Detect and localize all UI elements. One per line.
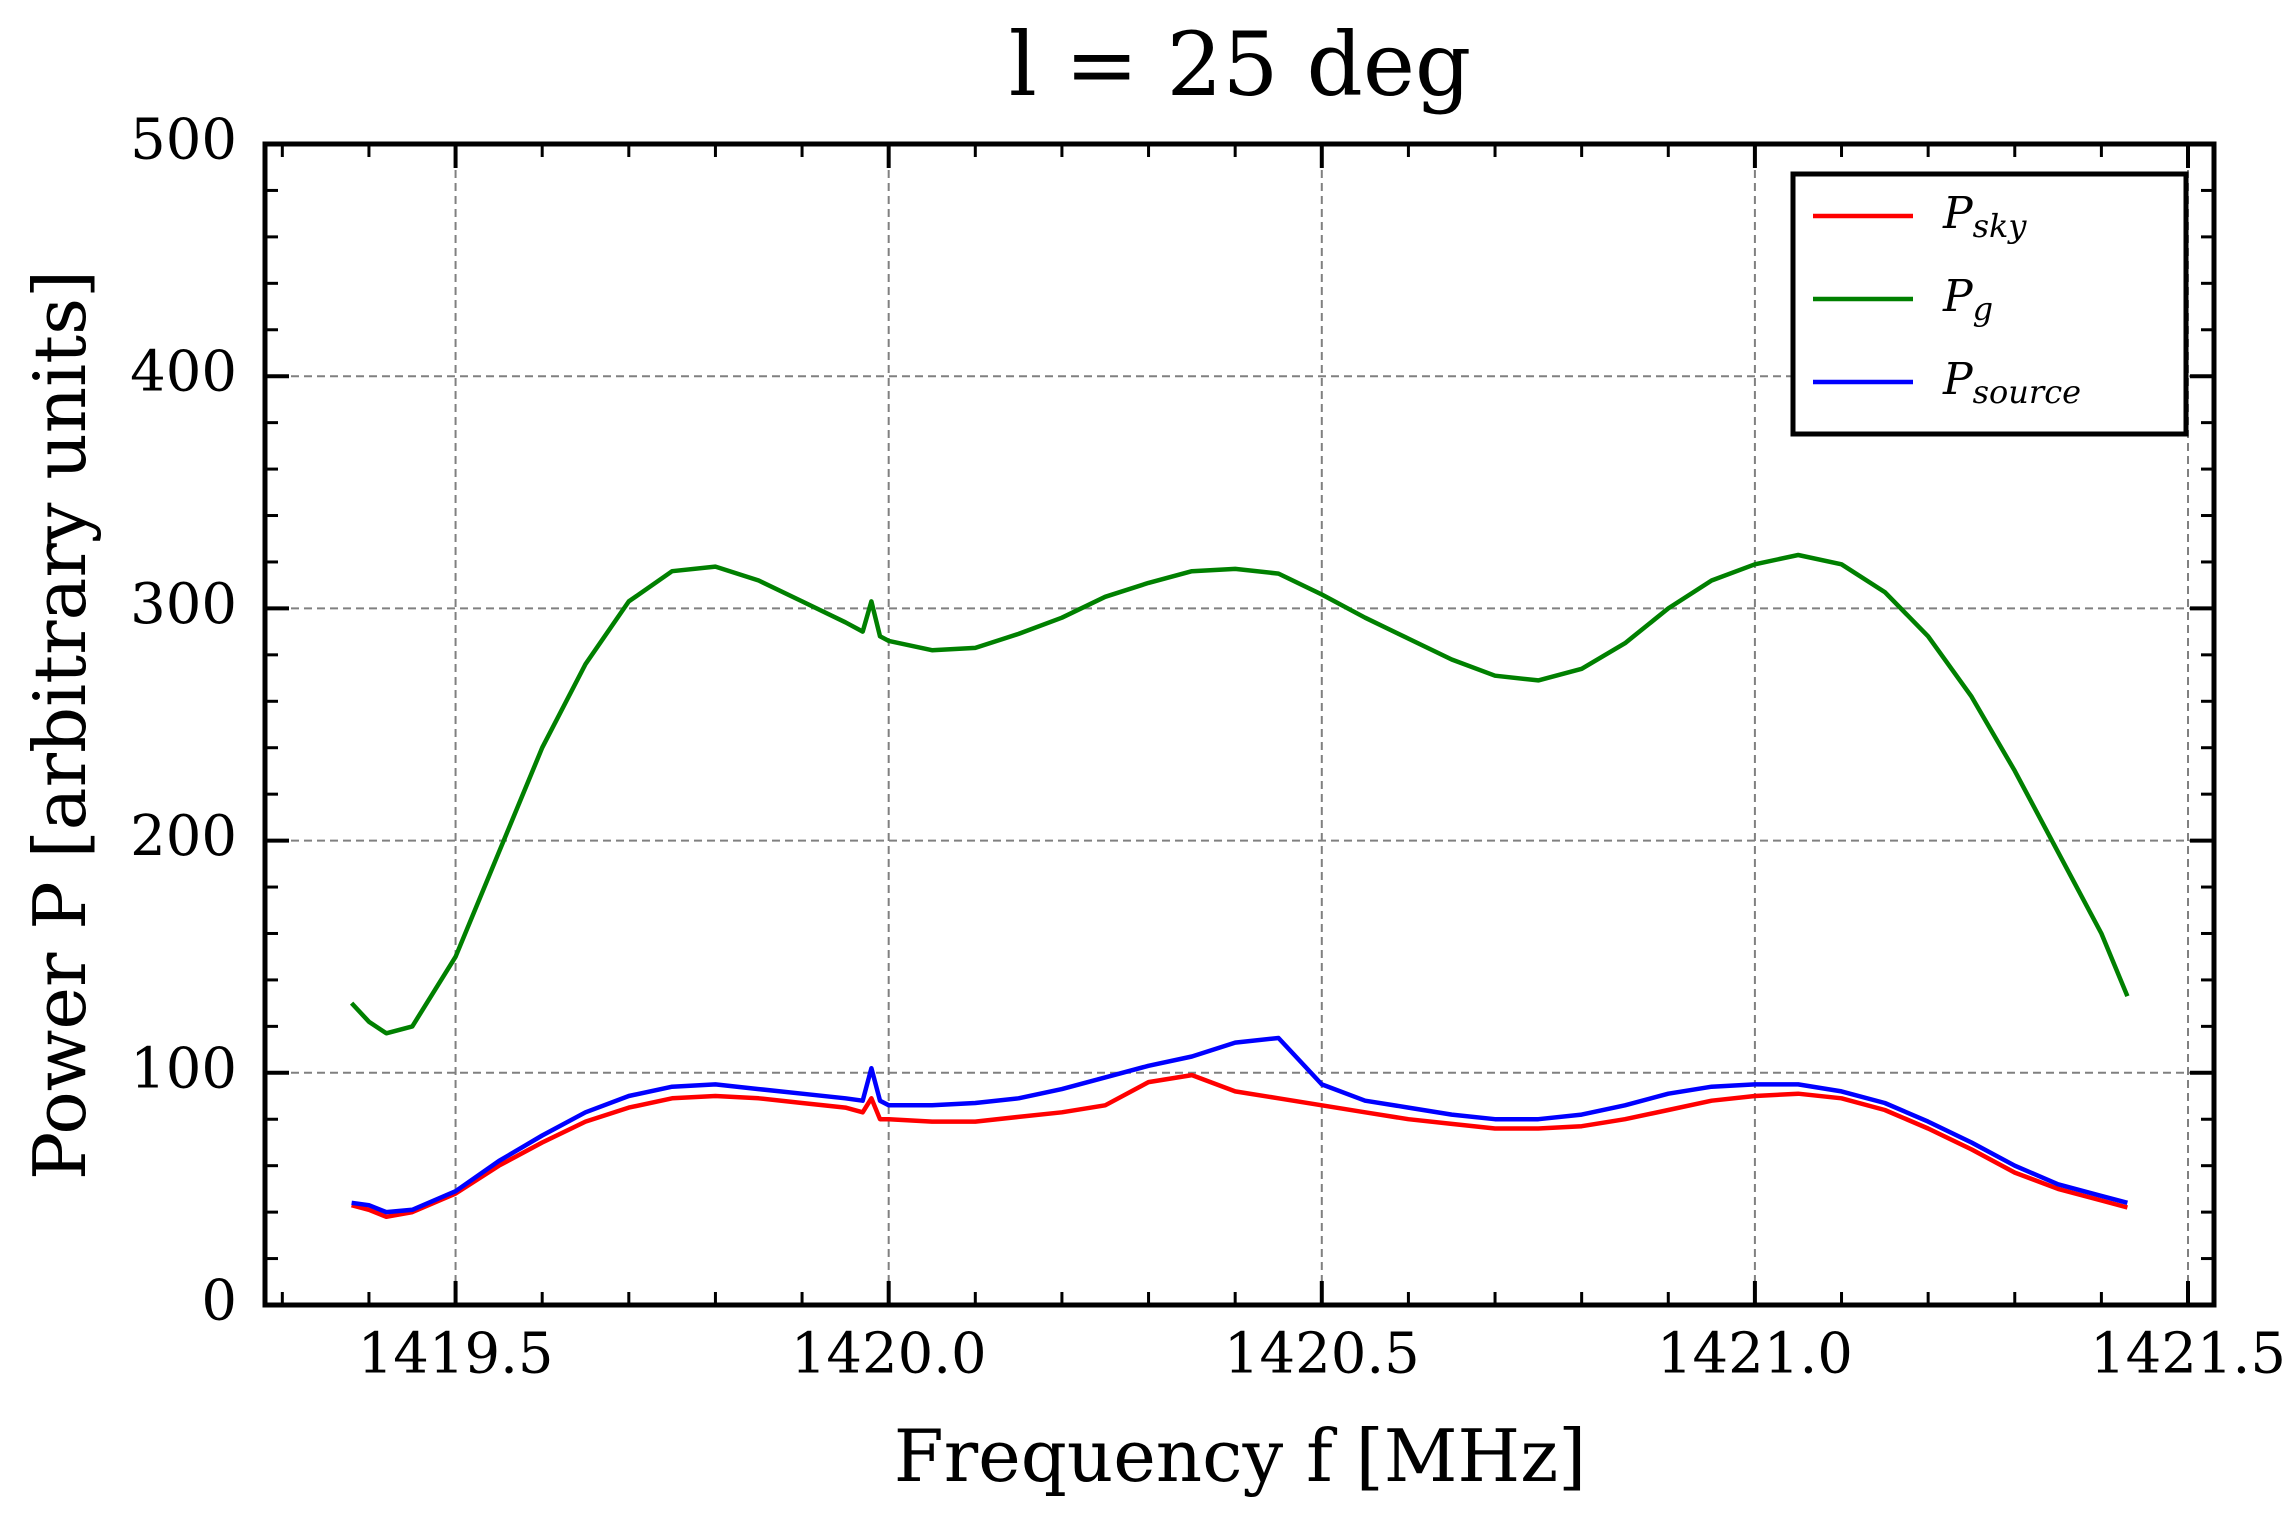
y-tick-label: 300 bbox=[130, 572, 237, 637]
x-tick-label: 1419.5 bbox=[358, 1322, 554, 1387]
x-tick-label: 1420.0 bbox=[791, 1322, 987, 1387]
legend-label-main: P bbox=[1942, 271, 1974, 322]
legend-label-sub: sky bbox=[1973, 207, 2028, 245]
x-tick-label: 1420.5 bbox=[1224, 1322, 1420, 1387]
y-tick-label: 200 bbox=[130, 804, 237, 869]
y-tick-label: 500 bbox=[130, 108, 237, 173]
plot-frame bbox=[262, 141, 2217, 1308]
y-tick-label: 0 bbox=[201, 1269, 237, 1334]
legend-label: Pg bbox=[1942, 271, 1993, 328]
y-tick-label: 400 bbox=[130, 340, 237, 405]
data-line bbox=[349, 552, 2130, 1036]
y-axis-label: Power P [arbitrary units] bbox=[18, 270, 102, 1180]
legend-label-main: P bbox=[1942, 354, 1974, 405]
x-tick-label: 1421.5 bbox=[2090, 1322, 2286, 1387]
legend-label-main: P bbox=[1942, 188, 1974, 239]
legend-label-sub: g bbox=[1973, 290, 1993, 328]
data-line bbox=[351, 1072, 2128, 1220]
chart-title: l = 25 deg bbox=[1009, 13, 1472, 116]
legend-label: Psource bbox=[1942, 354, 2081, 411]
x-axis-label: Frequency f [MHz] bbox=[894, 1414, 1586, 1498]
data-line bbox=[351, 1035, 2128, 1215]
legend-label: Psky bbox=[1942, 188, 2027, 245]
x-tick-label: 1421.0 bbox=[1657, 1322, 1853, 1387]
y-tick-label: 100 bbox=[130, 1036, 237, 1101]
legend-label-sub: source bbox=[1973, 373, 2081, 411]
